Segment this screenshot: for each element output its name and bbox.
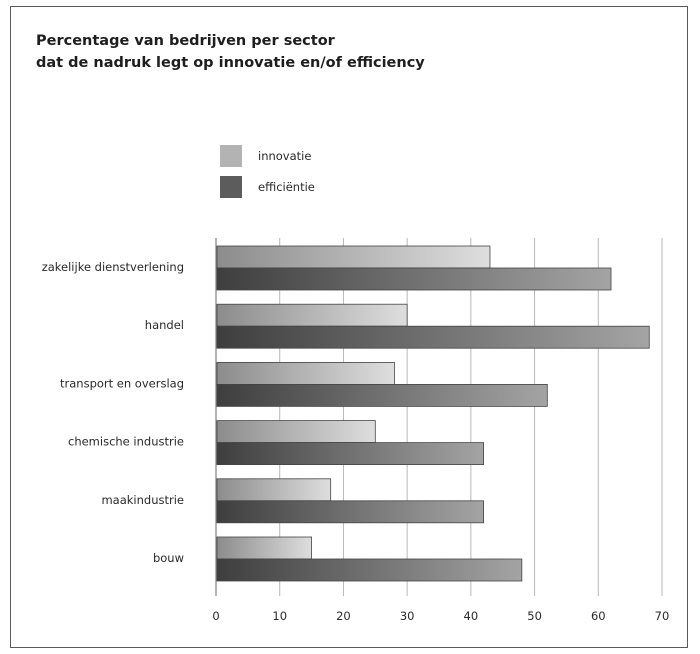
chart-title-line-1: Percentage van bedrijven per sector (36, 33, 335, 49)
bar-innovatie (216, 420, 376, 444)
x-tick-label: 40 (464, 609, 479, 623)
bar-innovatie (216, 245, 491, 269)
legend-label: innovatie (258, 149, 311, 163)
bar-efficientie (216, 442, 485, 466)
bar-efficientie (216, 383, 548, 407)
x-tick-label: 70 (655, 609, 670, 623)
category-label: maakindustrie (101, 493, 184, 507)
category-label: bouw (153, 551, 184, 565)
legend: innovatie efficiëntie (220, 145, 315, 198)
bar-efficientie (216, 325, 650, 349)
legend-swatch-efficientie (220, 176, 242, 198)
legend-swatch-innovatie (220, 145, 242, 167)
category-label: handel (145, 318, 184, 332)
chart-title-line-2: dat de nadruk legt op innovatie en/of ef… (36, 55, 425, 71)
category-label: zakelijke dienstverlening (42, 260, 184, 274)
legend-label: efficiëntie (258, 180, 315, 194)
category-label: transport en overslag (60, 376, 184, 390)
category-label: chemische industrie (68, 435, 184, 449)
category-labels: zakelijke dienstverlening handel transport… (42, 260, 184, 565)
bar-efficientie (216, 558, 523, 582)
bar-innovatie (216, 478, 332, 502)
bars (216, 245, 650, 582)
bar-innovatie (216, 303, 408, 327)
bar-innovatie (216, 536, 312, 560)
bar-innovatie (216, 361, 395, 385)
x-tick-label: 0 (212, 609, 219, 623)
bar-efficientie (216, 267, 612, 291)
x-tick-label: 20 (336, 609, 351, 623)
x-tick-label: 60 (591, 609, 606, 623)
x-tick-labels: 0 10 20 30 40 50 60 70 (212, 609, 669, 623)
bar-efficientie (216, 500, 485, 524)
x-tick-label: 10 (272, 609, 287, 623)
chart-title: Percentage van bedrijven per sector dat … (36, 30, 425, 74)
x-tick-label: 50 (527, 609, 542, 623)
x-tick-label: 30 (400, 609, 415, 623)
gridlines (215, 238, 663, 596)
